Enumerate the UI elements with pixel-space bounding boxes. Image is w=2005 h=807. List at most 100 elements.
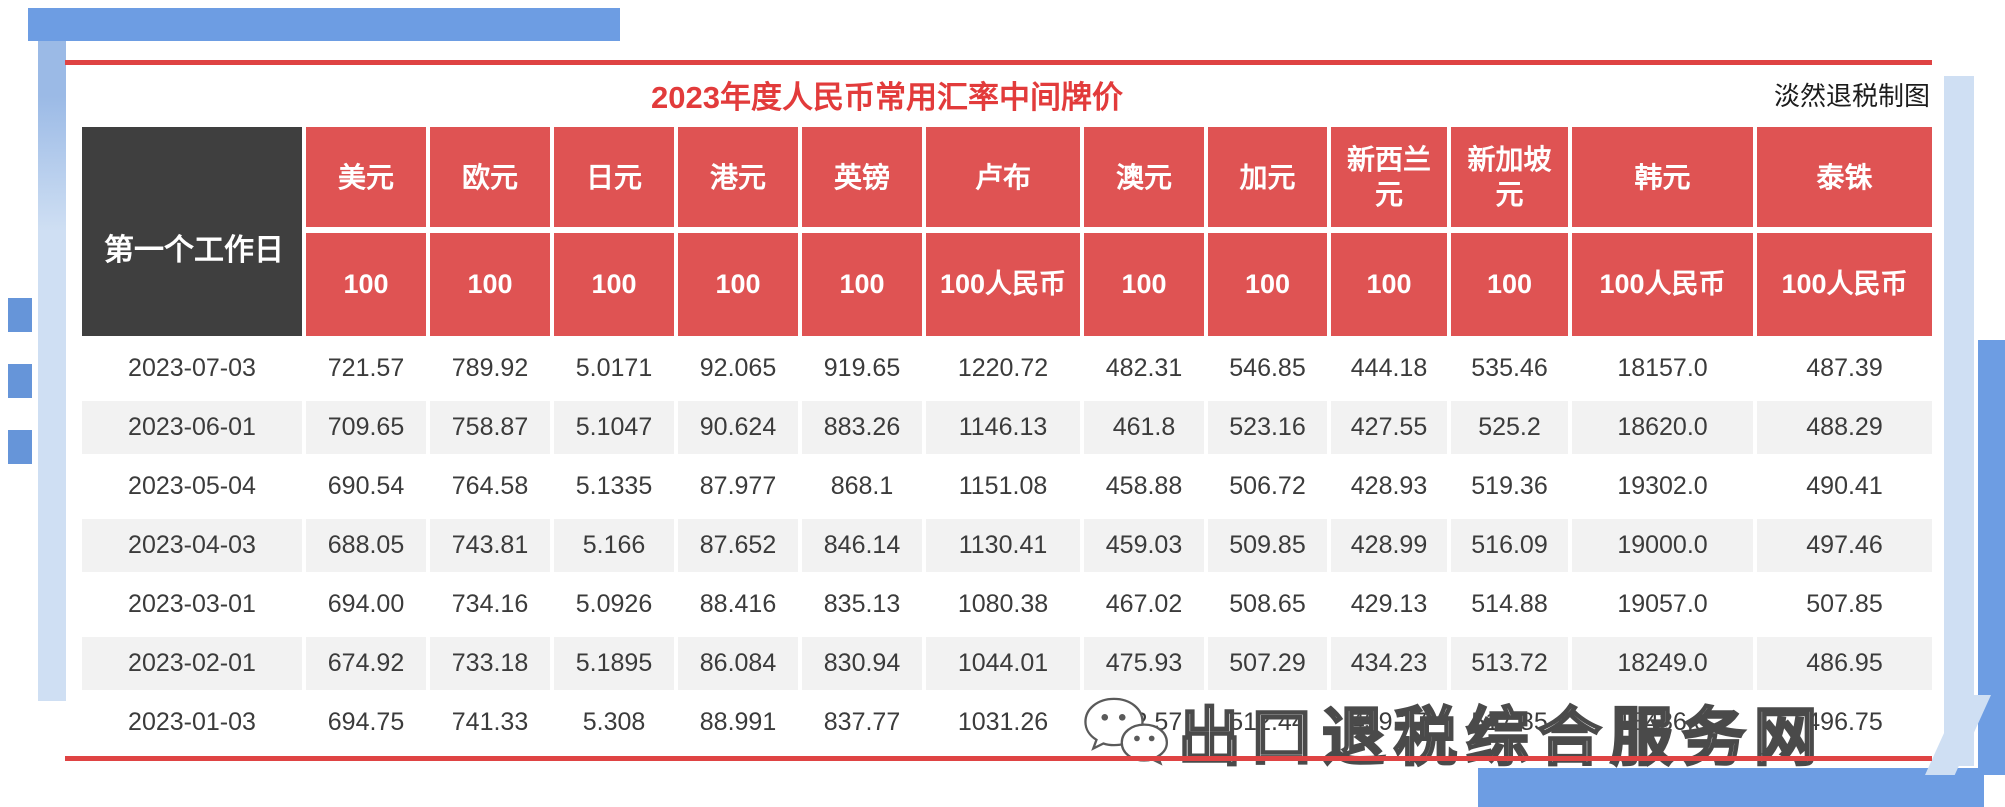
value-cell: 467.02 [1084, 578, 1204, 631]
value-cell: 18620.0 [1572, 401, 1753, 454]
value-cell: 508.65 [1208, 578, 1327, 631]
value-cell: 535.46 [1451, 342, 1568, 395]
header-unit: 100 [430, 233, 550, 336]
value-cell: 919.65 [802, 342, 922, 395]
header-currency: 英镑 [802, 127, 922, 227]
watermark: 出口退税综合服务网 [1078, 686, 1826, 778]
header-currency: 日元 [554, 127, 674, 227]
top-blue-ribbon [28, 8, 620, 41]
header-unit: 100 [1451, 233, 1568, 336]
header-unit: 100 [802, 233, 922, 336]
value-cell: 764.58 [430, 460, 550, 513]
exchange-rate-table: 第一个工作日 美元 欧元 日元 港元 英镑 卢布 澳元 加元 新西兰元 新加坡元 韩元 泰铢 100 100… [82, 127, 1932, 749]
value-cell: 721.57 [306, 342, 426, 395]
value-cell: 1220.72 [926, 342, 1080, 395]
left-pale-ribbon [38, 41, 66, 701]
value-cell: 1146.13 [926, 401, 1080, 454]
value-cell: 1044.01 [926, 637, 1080, 690]
value-cell: 519.36 [1451, 460, 1568, 513]
header-currency: 加元 [1208, 127, 1327, 227]
value-cell: 743.81 [430, 519, 550, 572]
date-cell: 2023-02-01 [82, 637, 302, 690]
value-cell: 90.624 [678, 401, 798, 454]
value-cell: 516.09 [1451, 519, 1568, 572]
value-cell: 490.41 [1757, 460, 1932, 513]
value-cell: 497.46 [1757, 519, 1932, 572]
value-cell: 5.1895 [554, 637, 674, 690]
value-cell: 507.85 [1757, 578, 1932, 631]
header-currency: 韩元 [1572, 127, 1753, 227]
value-cell: 546.85 [1208, 342, 1327, 395]
value-cell: 5.0171 [554, 342, 674, 395]
value-cell: 461.8 [1084, 401, 1204, 454]
value-cell: 694.00 [306, 578, 426, 631]
value-cell: 5.0926 [554, 578, 674, 631]
value-cell: 688.05 [306, 519, 426, 572]
bottom-blue-ribbon [1478, 768, 1984, 807]
value-cell: 733.18 [430, 637, 550, 690]
value-cell: 868.1 [802, 460, 922, 513]
header-currency: 港元 [678, 127, 798, 227]
value-cell: 837.77 [802, 696, 922, 749]
value-cell: 514.88 [1451, 578, 1568, 631]
value-cell: 741.33 [430, 696, 550, 749]
value-cell: 830.94 [802, 637, 922, 690]
value-cell: 525.2 [1451, 401, 1568, 454]
header-currency: 澳元 [1084, 127, 1204, 227]
value-cell: 694.75 [306, 696, 426, 749]
value-cell: 734.16 [430, 578, 550, 631]
header-unit: 100 [1084, 233, 1204, 336]
header-currency: 美元 [306, 127, 426, 227]
page-title: 2023年度人民币常用汇率中间牌价 [651, 80, 1123, 115]
left-blue-square-1 [8, 298, 32, 332]
value-cell: 496.75 [1757, 696, 1932, 749]
value-cell: 428.93 [1331, 460, 1447, 513]
value-cell: 5.1335 [554, 460, 674, 513]
value-cell: 459.03 [1084, 519, 1204, 572]
top-red-divider [65, 60, 1932, 65]
corner-cell: 第一个工作日 [82, 127, 302, 336]
header-currency: 卢布 [926, 127, 1080, 227]
value-cell: 19302.0 [1572, 460, 1753, 513]
header-currency: 新西兰元 [1331, 127, 1447, 227]
value-cell: 513.72 [1451, 637, 1568, 690]
value-cell: 19057.0 [1572, 578, 1753, 631]
left-blue-square-3 [8, 430, 32, 464]
value-cell: 5.1047 [554, 401, 674, 454]
value-cell: 709.65 [306, 401, 426, 454]
value-cell: 789.92 [430, 342, 550, 395]
value-cell: 1080.38 [926, 578, 1080, 631]
header-currency: 欧元 [430, 127, 550, 227]
wechat-logo-icon [1084, 697, 1169, 766]
value-cell: 883.26 [802, 401, 922, 454]
right-pale-ribbon [1944, 76, 1974, 766]
header-currency: 泰铢 [1757, 127, 1932, 227]
value-cell: 88.991 [678, 696, 798, 749]
header-unit: 100 [554, 233, 674, 336]
value-cell: 517.85 [1451, 696, 1568, 749]
value-cell: 444.18 [1331, 342, 1447, 395]
value-cell: 18157.0 [1572, 342, 1753, 395]
value-cell: 512.44 [1208, 696, 1327, 749]
value-cell: 674.92 [306, 637, 426, 690]
value-cell: 1031.26 [926, 696, 1080, 749]
value-cell: 86.084 [678, 637, 798, 690]
value-cell: 18249.0 [1572, 637, 1753, 690]
header-unit: 100 [306, 233, 426, 336]
value-cell: 846.14 [802, 519, 922, 572]
value-cell: 475.93 [1084, 637, 1204, 690]
value-cell: 5.166 [554, 519, 674, 572]
date-cell: 2023-07-03 [82, 342, 302, 395]
value-cell: 482.31 [1084, 342, 1204, 395]
value-cell: 428.99 [1331, 519, 1447, 572]
value-cell: 835.13 [802, 578, 922, 631]
value-cell: 523.16 [1208, 401, 1327, 454]
value-cell: 18436.0 [1572, 696, 1753, 749]
value-cell: 92.065 [678, 342, 798, 395]
value-cell: 506.72 [1208, 460, 1327, 513]
date-cell: 2023-04-03 [82, 519, 302, 572]
date-cell: 2023-01-03 [82, 696, 302, 749]
date-cell: 2023-05-04 [82, 460, 302, 513]
value-cell: 487.39 [1757, 342, 1932, 395]
